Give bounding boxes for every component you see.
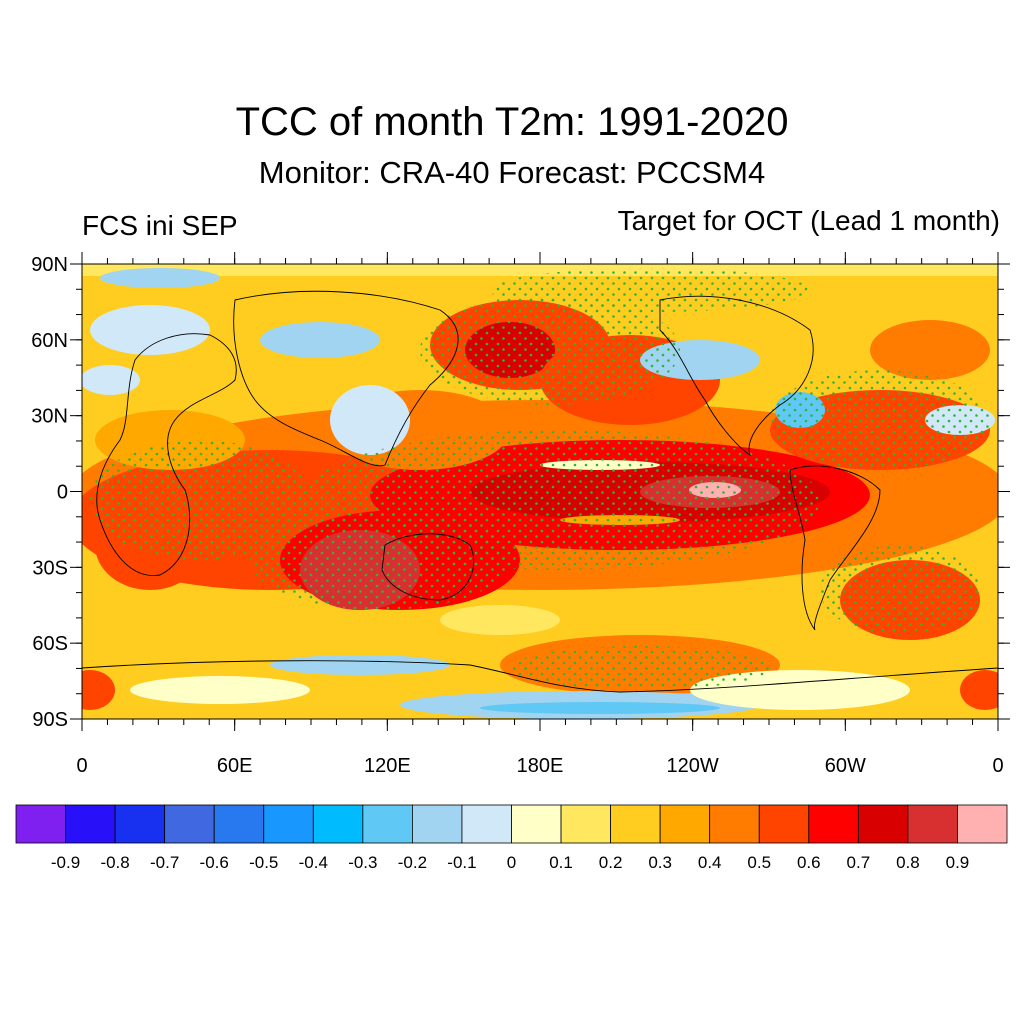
colorbar-swatch bbox=[659, 804, 711, 844]
longitude-label: 120W bbox=[667, 755, 719, 777]
longitude-label: 0 bbox=[76, 755, 87, 777]
colorbar-label: 0.7 bbox=[847, 853, 871, 872]
colorbar-label: -0.1 bbox=[447, 853, 476, 872]
colorbar-label: 0.6 bbox=[797, 853, 821, 872]
colorbar-label: 0.1 bbox=[549, 853, 573, 872]
colorbar-label: 0.5 bbox=[747, 853, 771, 872]
colorbar-label: -0.2 bbox=[398, 853, 427, 872]
init-month-label: FCS ini SEP bbox=[82, 210, 238, 241]
colorbar-swatch bbox=[362, 804, 413, 844]
latitude-label: 30S bbox=[32, 557, 68, 579]
colorbar-label: 0.2 bbox=[599, 853, 623, 872]
target-month-label: Target for OCT (Lead 1 month) bbox=[617, 205, 1000, 236]
colorbar-swatch bbox=[213, 804, 265, 844]
colorbar-swatch bbox=[907, 804, 958, 844]
colorbar: -0.9 -0.8 -0.7 -0.6 -0.5 -0.4 -0.3 -0.2 -0.1 0 0.1… bbox=[15, 804, 1008, 872]
longitude-label: 60W bbox=[825, 755, 866, 777]
latitude-label: 60N bbox=[31, 330, 68, 352]
colorbar-swatch bbox=[164, 804, 215, 844]
colorbar-swatch bbox=[411, 804, 463, 844]
colorbar-swatch bbox=[65, 804, 116, 844]
colorbar-swatch bbox=[957, 804, 1008, 844]
coastlines bbox=[82, 290, 998, 693]
map-title: TCC of month T2m: 1991-2020 bbox=[235, 100, 789, 144]
colorbar-label: 0.3 bbox=[648, 853, 672, 872]
colorbar-swatch bbox=[808, 804, 859, 844]
colorbar-swatch bbox=[560, 804, 611, 844]
latitude-label: 90N bbox=[31, 254, 68, 276]
colorbar-label: -0.3 bbox=[348, 853, 377, 872]
colorbar-label: 0.9 bbox=[946, 853, 970, 872]
axis-ticks bbox=[70, 252, 1010, 731]
colorbar-label: -0.6 bbox=[200, 853, 229, 872]
longitude-label: 120E bbox=[364, 755, 411, 777]
colorbar-label: 0 bbox=[507, 853, 516, 872]
latitude-labels: 90N 60N 30N 0 30S 60S 90S bbox=[31, 254, 68, 731]
colorbar-swatch bbox=[114, 804, 166, 844]
colorbar-swatch bbox=[857, 804, 909, 844]
map-field bbox=[82, 264, 998, 719]
longitude-label: 60E bbox=[217, 755, 253, 777]
map-subtitle: Monitor: CRA-40 Forecast: PCCSM4 bbox=[258, 155, 766, 190]
colorbar-swatch bbox=[758, 804, 810, 844]
longitude-label: 0 bbox=[992, 755, 1003, 777]
colorbar-swatch bbox=[709, 804, 760, 844]
colorbar-swatch bbox=[461, 804, 512, 844]
colorbar-swatch bbox=[312, 804, 364, 844]
latitude-label: 0 bbox=[57, 482, 68, 504]
colorbar-label: -0.4 bbox=[299, 853, 328, 872]
colorbar-label: -0.5 bbox=[249, 853, 278, 872]
colorbar-label: 0.4 bbox=[698, 853, 722, 872]
colorbar-swatch bbox=[15, 804, 66, 844]
longitude-label: 180E bbox=[517, 755, 564, 777]
colorbar-label: -0.8 bbox=[100, 853, 129, 872]
longitude-labels: 0 60E 120E 180E 120W 60W 0 bbox=[76, 755, 1003, 777]
latitude-label: 90S bbox=[32, 709, 68, 731]
latitude-label: 60S bbox=[32, 633, 68, 655]
colorbar-swatch bbox=[610, 804, 661, 844]
colorbar-label: 0.8 bbox=[896, 853, 920, 872]
colorbar-label: -0.9 bbox=[51, 853, 80, 872]
colorbar-swatch bbox=[263, 804, 314, 844]
latitude-label: 30N bbox=[31, 406, 68, 428]
colorbar-swatch bbox=[511, 804, 562, 844]
colorbar-label: -0.7 bbox=[150, 853, 179, 872]
